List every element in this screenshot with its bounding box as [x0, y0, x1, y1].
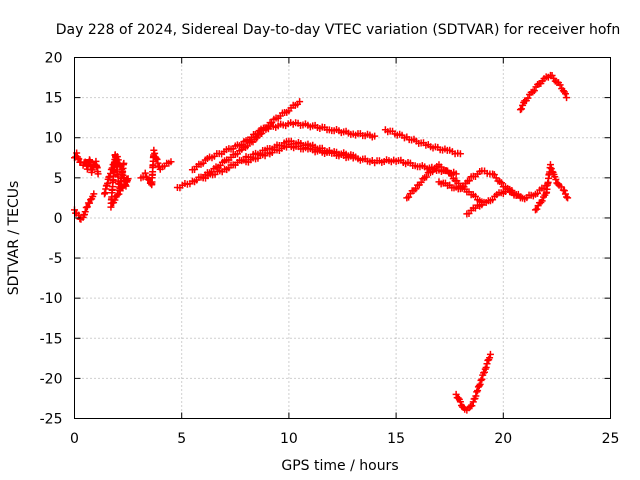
data-point [112, 192, 120, 200]
data-point [564, 194, 572, 202]
data-point [531, 206, 539, 214]
y-tick-label: 10 [45, 131, 63, 147]
x-axis-label: GPS time / hours [281, 458, 398, 474]
data-point [167, 158, 175, 166]
data-point [475, 382, 483, 390]
data-point [452, 170, 460, 178]
series-track-negative-dip [452, 350, 494, 414]
data-point [465, 177, 473, 185]
series-track-upper-band [381, 126, 464, 158]
x-tick-label: 20 [494, 431, 512, 447]
axis-ticks: 0 5 10 15 20 25 -25 -20 -15 -10 -5 0 5 10 15 20 [40, 51, 620, 448]
y-tick-label: 15 [45, 91, 63, 107]
data-point [83, 203, 91, 211]
y-tick-label: -25 [40, 412, 63, 428]
data-point [518, 105, 526, 113]
data-point [90, 190, 98, 198]
data-point [477, 376, 485, 384]
data-point [516, 106, 524, 114]
data-point [556, 81, 564, 89]
y-tick-label: -5 [49, 251, 63, 267]
data-point [563, 94, 571, 102]
series-track-early-scatter [71, 149, 102, 178]
data-point [456, 150, 464, 158]
data-point [86, 199, 94, 207]
data-point [516, 194, 524, 202]
data-point [94, 170, 102, 178]
x-tick-label: 10 [280, 431, 298, 447]
data-point [498, 179, 506, 187]
data-point [405, 193, 413, 201]
data-points [71, 71, 572, 414]
data-point [120, 159, 128, 167]
data-point [474, 387, 482, 395]
x-tick-label: 25 [602, 431, 620, 447]
data-point [486, 354, 494, 362]
data-point [454, 394, 462, 402]
y-tick-label: 5 [54, 171, 63, 187]
series-track-second-rise [188, 119, 379, 174]
data-point [296, 98, 304, 106]
x-tick-label: 0 [70, 431, 79, 447]
x-tick-label: 5 [177, 431, 186, 447]
series-track-isolated [137, 146, 175, 189]
data-point [552, 175, 560, 183]
data-point [478, 375, 486, 383]
data-point [538, 197, 546, 205]
series-track-end-spike [531, 161, 572, 214]
data-point [476, 380, 484, 388]
data-point [561, 190, 569, 198]
series-track-hour-two [101, 151, 132, 211]
y-axis-label: SDTVAR / TECUs [6, 181, 22, 296]
y-tick-label: 20 [45, 51, 63, 67]
data-point [560, 187, 568, 195]
data-point [563, 193, 571, 201]
series-track-third-rise [199, 137, 357, 182]
data-point [468, 402, 476, 410]
data-point [452, 390, 460, 398]
data-point [456, 398, 464, 406]
data-point [114, 191, 122, 199]
data-point [473, 388, 481, 396]
data-point [482, 364, 490, 372]
data-point [447, 171, 455, 179]
data-point [460, 183, 468, 191]
y-tick-label: -20 [40, 371, 63, 387]
data-point [154, 159, 162, 167]
y-tick-label: -10 [40, 291, 63, 307]
data-point [533, 205, 541, 213]
y-tick-label: -15 [40, 331, 63, 347]
data-point [561, 90, 569, 98]
data-point [422, 173, 430, 181]
data-point [483, 360, 491, 368]
x-tick-label: 15 [387, 431, 405, 447]
plot-frame [74, 57, 611, 419]
series-track-late-lower [463, 185, 524, 218]
data-point [144, 175, 152, 183]
grid [74, 57, 611, 419]
y-tick-label: 0 [54, 211, 63, 227]
data-point [81, 208, 89, 216]
series-track-high-arc [516, 71, 571, 114]
data-point [141, 169, 149, 177]
data-point [371, 132, 379, 140]
data-point [412, 185, 420, 193]
chart-title: Day 228 of 2024, Sidereal Day-to-day VTE… [56, 22, 620, 38]
data-point [153, 155, 161, 163]
series-track-mid-band [242, 141, 460, 178]
data-point [546, 161, 554, 169]
data-point [524, 94, 532, 102]
data-point [486, 350, 494, 358]
data-point [417, 178, 425, 186]
data-point [152, 154, 160, 162]
data-point [151, 149, 159, 157]
data-point [530, 87, 538, 95]
data-point [472, 392, 480, 400]
